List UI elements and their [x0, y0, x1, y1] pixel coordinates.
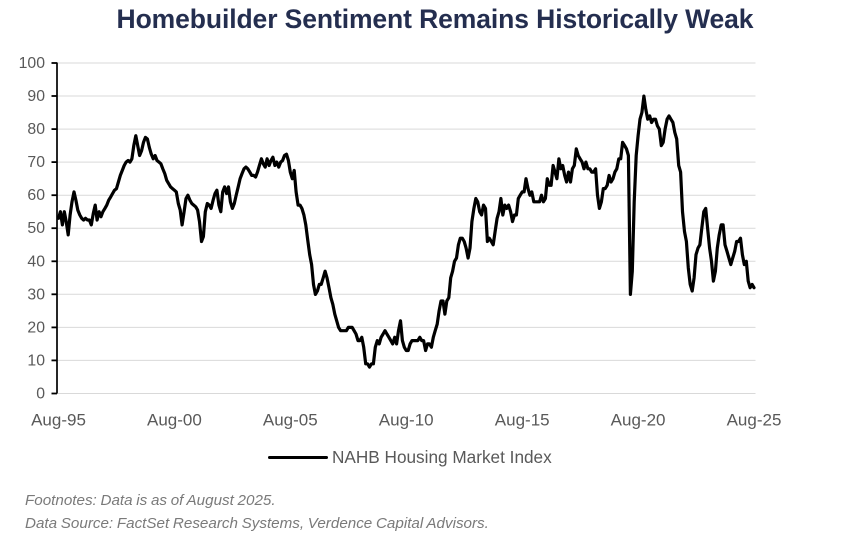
svg-text:90: 90: [27, 88, 45, 105]
svg-text:Aug-00: Aug-00: [147, 411, 202, 430]
svg-text:70: 70: [27, 154, 45, 171]
svg-text:Aug-25: Aug-25: [727, 411, 782, 430]
svg-text:Aug-15: Aug-15: [495, 411, 550, 430]
svg-text:0: 0: [36, 386, 45, 403]
svg-text:10: 10: [27, 352, 45, 369]
svg-text:100: 100: [19, 55, 46, 72]
svg-text:Aug-05: Aug-05: [263, 411, 318, 430]
svg-text:Aug-10: Aug-10: [379, 411, 434, 430]
svg-text:Aug-20: Aug-20: [611, 411, 666, 430]
svg-text:40: 40: [27, 253, 45, 270]
svg-text:50: 50: [27, 220, 45, 237]
svg-text:Aug-95: Aug-95: [31, 411, 86, 430]
svg-text:60: 60: [27, 187, 45, 204]
svg-text:30: 30: [27, 286, 45, 303]
svg-text:80: 80: [27, 121, 45, 138]
svg-text:20: 20: [27, 319, 45, 336]
